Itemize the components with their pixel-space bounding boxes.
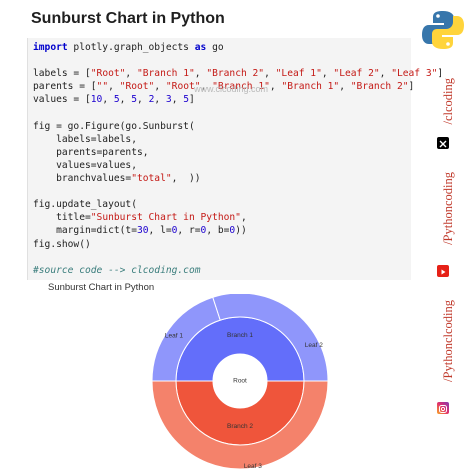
code-line: fig.show() [33, 238, 91, 250]
code-line: #source code --> clcoding.com [33, 264, 201, 276]
sidebar-handle-clcoding[interactable]: /clcoding [441, 78, 455, 125]
code-line: import plotly.graph_objects as go [33, 42, 224, 53]
code-line: parents=parents, [33, 146, 149, 158]
sunburst-segment-leaf-3[interactable] [151, 380, 329, 469]
code-line: branchvalues="total", )) [33, 173, 201, 184]
sidebar-handle-pythoncoding[interactable]: /Pythoncoding [441, 172, 455, 245]
code-block: import plotly.graph_objects as go labels … [27, 38, 443, 280]
instagram-icon[interactable] [437, 402, 449, 414]
code-line: labels=labels, [33, 133, 137, 145]
code-line: fig = go.Figure(go.Sunburst( [33, 120, 195, 132]
code-line: labels = ["Root", "Branch 1", "Branch 2"… [33, 68, 444, 80]
watermark-text: www.clcoding.com [194, 84, 269, 94]
sunburst-label-leaf-1: Leaf 1 [165, 333, 183, 340]
sidebar-handle-pythonclcoding[interactable]: /Pythonclcoding [441, 300, 455, 382]
sunburst-chart: Root Branch 1 Branch 2 Leaf 1 Leaf 2 Leaf 3 [151, 294, 329, 469]
page-title: Sunburst Chart in Python [31, 10, 225, 27]
sunburst-label-branch-1: Branch 1 [227, 332, 253, 339]
youtube-icon[interactable] [437, 265, 449, 277]
code-line: margin=dict(t=30, l=0, r=0, b=0)) [33, 225, 247, 237]
sunburst-label-leaf-2: Leaf 2 [305, 342, 323, 349]
code-line: title="Sunburst Chart in Python", [33, 212, 247, 224]
code-line: parents = ["", "Root", "Root", "Branch 1… [33, 81, 415, 93]
python-logo-icon [422, 11, 464, 49]
sunburst-label-leaf-3: Leaf 3 [244, 463, 262, 469]
chart-title: Sunburst Chart in Python [48, 282, 155, 293]
code-line: values=values, [33, 159, 137, 171]
sunburst-segment-root[interactable] [213, 354, 267, 408]
sunburst-label-root: Root [233, 378, 247, 385]
code-line: fig.update_layout( [33, 199, 137, 211]
sunburst-label-branch-2: Branch 2 [227, 423, 253, 430]
code-line: values = [10, 5, 5, 2, 3, 5] [33, 94, 195, 106]
x-icon[interactable] [437, 137, 449, 149]
